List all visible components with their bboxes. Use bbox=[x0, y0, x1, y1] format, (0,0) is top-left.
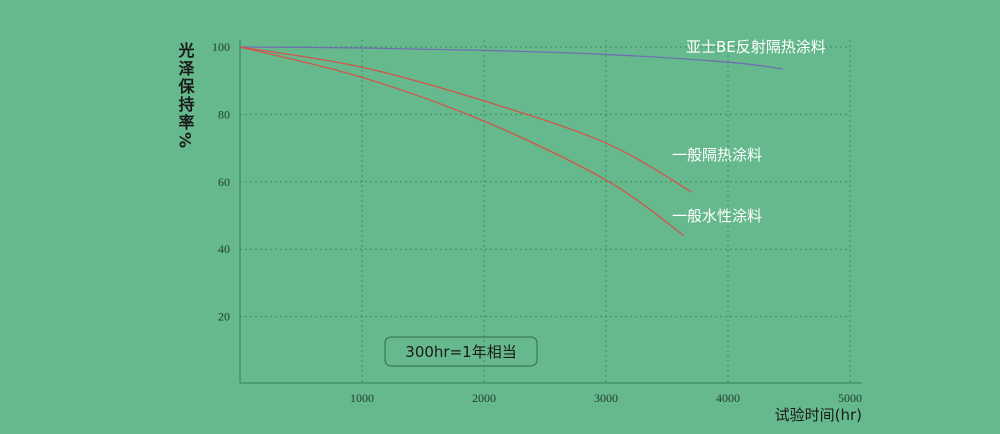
x-tick-label: 5000 bbox=[838, 391, 862, 405]
y-tick-label: 20 bbox=[218, 310, 230, 324]
y-axis-title: 光泽保持率% bbox=[176, 41, 196, 150]
x-axis-title: 试验时间(hr) bbox=[775, 406, 862, 424]
x-tick-label: 2000 bbox=[472, 391, 496, 405]
x-tick-label: 1000 bbox=[350, 391, 374, 405]
annotation: 300hr=1年相当 bbox=[405, 343, 516, 361]
y-tick-label: 80 bbox=[218, 107, 230, 121]
annotation-box bbox=[384, 336, 538, 367]
series-label: 一般水性涂料 bbox=[672, 207, 762, 225]
y-tick-label: 100 bbox=[212, 40, 230, 54]
x-tick-label: 4000 bbox=[716, 391, 740, 405]
series-label: 亚士BE反射隔热涂料 bbox=[686, 38, 826, 56]
series-label: 一般隔热涂料 bbox=[672, 146, 762, 164]
y-tick-label: 60 bbox=[218, 175, 230, 189]
y-tick-label: 40 bbox=[218, 242, 230, 256]
x-tick-label: 3000 bbox=[594, 391, 618, 405]
series-line bbox=[239, 46, 783, 70]
series-line bbox=[239, 46, 692, 193]
series-line bbox=[239, 46, 685, 237]
